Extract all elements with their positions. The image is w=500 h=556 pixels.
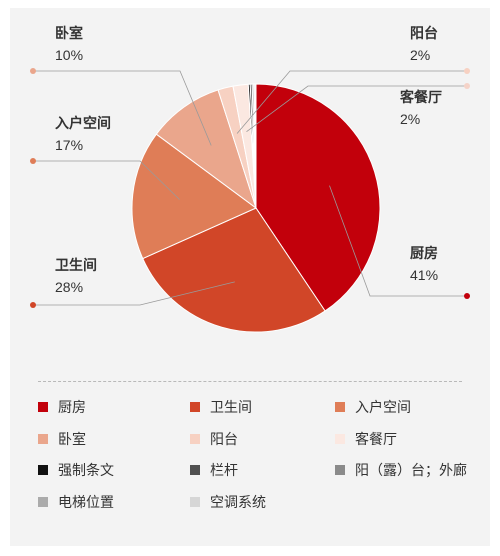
leader-dot [464,293,470,299]
slice-label: 卫生间 [55,257,97,273]
legend-label: 卧室 [58,431,86,447]
pie-slice [155,89,257,210]
legend-divider [38,381,462,382]
legend-label: 阳（露）台；外廊 [355,462,467,478]
slice-value-label: 17% [55,137,83,153]
legend-swatch [335,402,345,412]
pie-slice [142,207,326,333]
legend-swatch [335,465,345,475]
pie-slice [254,83,257,209]
legend-item: 厨房 [38,397,86,417]
leader-dot [30,302,36,308]
pie-slice [131,133,257,260]
legend-item: 阳台 [190,429,238,449]
pie-slice [255,83,381,312]
legend-swatch [190,402,200,412]
slice-value-label: 10% [55,47,83,63]
legend-item: 客餐厅 [335,429,397,449]
legend-label: 入户空间 [355,399,411,415]
legend-label: 卫生间 [210,399,252,415]
legend-item: 强制条文 [38,460,114,480]
legend-label: 厨房 [58,399,86,415]
leader-line [33,281,235,306]
chart-card: 厨房 41% 卫生间 28% 入户空间 17% 卧室 10% 阳台 2% 客餐厅 2% 厨房 卫生间 入户… [10,8,490,546]
legend-item: 空调系统 [190,492,266,512]
legend-item: 电梯位置 [38,492,114,512]
legend-swatch [190,434,200,444]
slice-label: 入户空间 [55,115,111,131]
legend-swatch [38,402,48,412]
leader-dot [464,68,470,74]
legend-label: 强制条文 [58,462,114,478]
leader-line [246,85,467,133]
slice-value-label: 2% [400,111,420,127]
slice-label: 卧室 [55,25,83,41]
slice-label: 客餐厅 [399,89,442,105]
legend-item: 入户空间 [335,397,411,417]
legend-swatch [190,497,200,507]
legend-label: 阳台 [210,431,238,447]
leader-dot [30,68,36,74]
slice-value-label: 2% [410,47,430,63]
legend-label: 空调系统 [210,494,266,510]
leader-dot [464,83,470,89]
legend-item: 卧室 [38,429,86,449]
legend-swatch [38,497,48,507]
slice-value-label: 41% [410,267,438,283]
leader-line [236,70,467,134]
legend-swatch [38,434,48,444]
leader-line [33,70,212,146]
slice-value-label: 28% [55,279,83,295]
legend-label: 客餐厅 [355,431,397,447]
leader-line [33,160,180,200]
legend-label: 栏杆 [210,462,238,478]
legend-item: 栏杆 [190,460,238,480]
legend-swatch [190,465,200,475]
leader-line [329,185,467,297]
legend-item: 阳（露）台；外廊 [335,460,467,480]
legend-item: 卫生间 [190,397,252,417]
slice-label: 厨房 [410,245,438,261]
legend-swatch [335,434,345,444]
pie-chart: 厨房 41% 卫生间 28% 入户空间 17% 卧室 10% 阳台 2% 客餐厅 2% [30,25,470,333]
legend-label: 电梯位置 [58,494,114,510]
slice-label: 阳台 [410,25,438,41]
leader-dot [30,158,36,164]
legend-swatch [38,465,48,475]
